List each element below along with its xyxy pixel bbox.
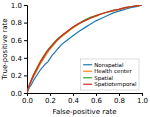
lines (27, 5, 142, 93)
legend-box (81, 59, 139, 90)
tick-label: 0.4 (11, 55, 23, 63)
tick-mark (142, 93, 143, 96)
tick: 0.0 (11, 90, 27, 98)
line (27, 5, 142, 93)
tick-mark (24, 58, 27, 59)
tick-mark (24, 93, 27, 94)
legend-swatch (83, 84, 92, 85)
x-axis-title: False-positive rate (53, 108, 117, 116)
tick: 1.0 (11, 2, 27, 10)
tick-label: 1.0 (137, 97, 148, 105)
tick-label: 0.8 (11, 19, 22, 27)
legend-swatch (83, 64, 92, 65)
line (27, 5, 142, 93)
tick-label: 0.2 (45, 97, 56, 105)
axis-line (24, 6, 28, 94)
tick: 0.2 (11, 72, 27, 80)
legend-label: Health center (94, 68, 132, 74)
tick-mark (73, 93, 74, 96)
legend-label: Spatiotemporal (94, 81, 137, 88)
line (27, 5, 142, 93)
tick-label: 1.0 (11, 2, 22, 10)
tick: 0.0 (22, 93, 33, 105)
legend-swatch (83, 71, 92, 72)
tick-label: 0.2 (11, 72, 22, 80)
tick-mark (24, 23, 27, 24)
tick-mark (50, 93, 51, 96)
tick-mark (119, 93, 120, 96)
legend-swatch (83, 77, 92, 78)
tick: 0.4 (11, 55, 27, 63)
legend: NonspatialHealth centerSpatialSpatiotemp… (81, 59, 139, 90)
tick-label: 0.6 (91, 97, 103, 105)
tick: 0.8 (114, 93, 125, 105)
tick-mark (24, 75, 27, 76)
x-axis: 0.0 0.2 0.4 0.6 0.8 1.0 (22, 93, 148, 105)
tick-mark (96, 93, 97, 96)
tick: 0.2 (45, 93, 56, 105)
line (27, 5, 142, 93)
tick-mark (24, 40, 27, 41)
tick-label: 0.6 (11, 37, 23, 45)
tick: 0.4 (68, 93, 80, 105)
plot: 0.0 0.2 0.4 0.6 0.8 1.0 0.0 0.2 0.4 0.6 0.8 1.0 Nons… (11, 2, 148, 105)
chart: 0.0 0.2 0.4 0.6 0.8 1.0 0.0 0.2 0.4 0.6 0.8 1.0 Nons… (0, 0, 150, 117)
tick: 0.8 (11, 19, 27, 27)
axis-line (28, 94, 143, 97)
tick: 0.6 (11, 37, 27, 45)
tick-mark (24, 5, 27, 6)
tick-label: 0.8 (114, 97, 125, 105)
tick-label: 0.0 (11, 90, 22, 98)
tick-label: 0.0 (22, 97, 33, 105)
tick: 0.6 (91, 93, 103, 105)
y-axis: 0.0 0.2 0.4 0.6 0.8 1.0 (11, 2, 28, 98)
tick: 1.0 (137, 93, 148, 105)
tick-label: 0.4 (68, 97, 80, 105)
y-axis-title: True-positive rate (1, 18, 9, 80)
